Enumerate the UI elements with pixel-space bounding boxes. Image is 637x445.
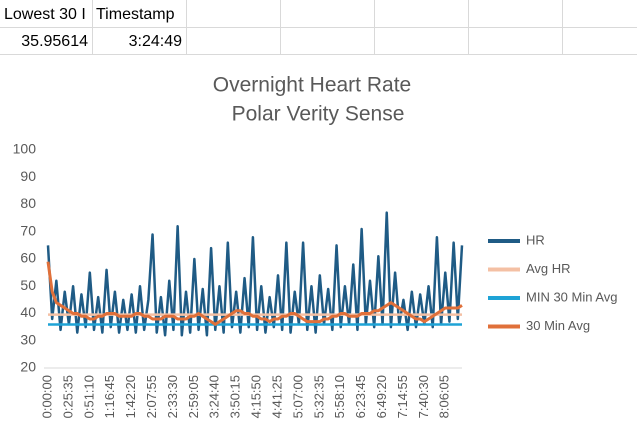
cell: Timestamp [96,6,175,23]
x-tick-label: 8:06:05 [437,375,452,418]
x-tick-label: 7:14:55 [395,375,410,418]
x-tick-label: 1:42:20 [123,375,138,418]
x-tick-label: 1:16:45 [102,375,117,418]
series-line [46,261,463,326]
x-tick-label: 5:32:35 [311,375,326,418]
legend-label: Avg HR [526,261,571,276]
chart-title: Polar Verity Sense [232,103,405,126]
legend-label: HR [526,232,545,247]
y-tick-label: 50 [20,277,36,293]
x-tick-label: 4:15:50 [249,375,264,418]
x-tick-label: 2:33:30 [165,375,180,418]
y-tick-label: 70 [20,222,36,238]
cell: 35.95614 [21,33,88,50]
x-tick-label: 5:07:00 [290,375,305,418]
chart-title: Overnight Heart Rate [213,74,411,97]
y-tick-label: 20 [20,359,36,375]
x-tick-label: 3:50:15 [228,375,243,418]
y-tick-label: 30 [20,331,36,347]
legend-label: 30 Min Avg [526,318,590,333]
cell: Lowest 30 I [4,6,86,23]
sheet-grid [0,0,637,55]
x-tick-label: 4:41:25 [269,375,284,418]
y-tick-label: 100 [13,141,37,157]
x-tick-label: 0:25:35 [60,375,75,418]
x-tick-label: 5:58:10 [332,375,347,418]
x-tick-label: 2:59:05 [186,375,201,418]
x-tick-label: 6:23:45 [353,375,368,418]
x-tick-label: 3:24:40 [207,375,222,418]
y-tick-label: 60 [20,250,36,266]
cell: 3:24:49 [129,33,182,50]
y-tick-label: 40 [20,304,36,320]
x-tick-label: 2:07:55 [144,375,159,418]
x-tick-label: 7:40:30 [416,375,431,418]
x-tick-label: 0:00:00 [39,375,54,418]
series-line [46,211,464,337]
x-tick-label: 0:51:10 [81,375,96,418]
x-tick-label: 6:49:20 [374,375,389,418]
y-tick-label: 90 [20,168,36,184]
y-tick-label: 80 [20,195,36,211]
legend-label: MIN 30 Min Avg [526,289,618,304]
